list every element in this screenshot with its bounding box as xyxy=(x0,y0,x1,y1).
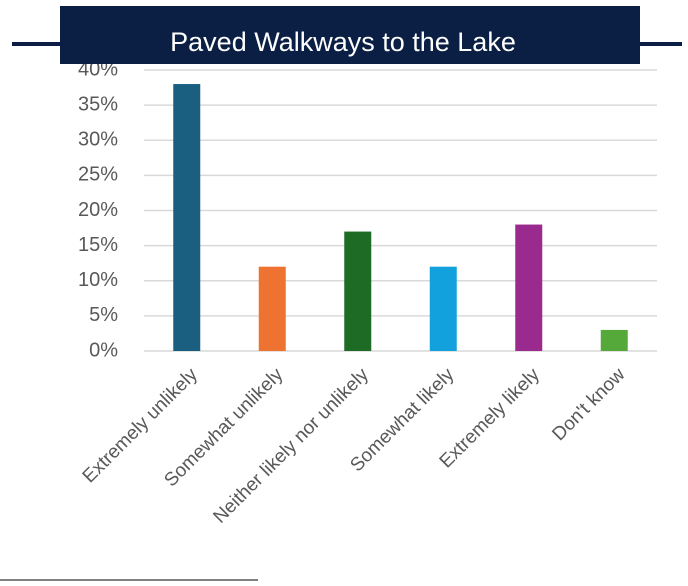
plot-area: 0%5%10%15%20%25%30%35%40%Extremely unlik… xyxy=(78,58,657,528)
y-tick-label: 25% xyxy=(78,164,118,186)
title-banner xyxy=(60,6,640,64)
y-tick-label: 10% xyxy=(78,269,118,291)
bar xyxy=(600,329,628,351)
y-tick-label: 20% xyxy=(78,199,118,221)
bar xyxy=(344,231,372,351)
bar xyxy=(515,224,543,351)
y-tick-label: 35% xyxy=(78,93,118,115)
y-tick-label: 30% xyxy=(78,129,118,151)
bar xyxy=(173,84,201,352)
bar xyxy=(429,266,457,351)
chart-title: Paved Walkways to the Lake xyxy=(170,27,516,57)
y-tick-label: 5% xyxy=(89,304,118,326)
x-tick-label: Neither likely nor unlikely xyxy=(209,364,373,528)
y-tick-label: 15% xyxy=(78,234,118,256)
bar xyxy=(258,266,286,351)
x-tick-label: Don't know xyxy=(548,364,629,445)
y-tick-label: 0% xyxy=(89,339,118,361)
